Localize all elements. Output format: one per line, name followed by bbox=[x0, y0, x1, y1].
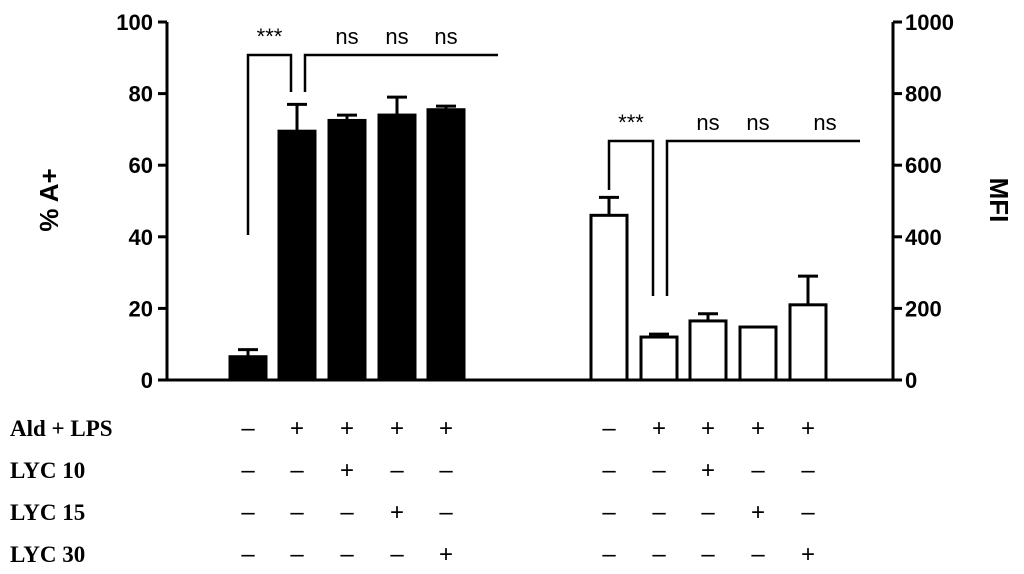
bars bbox=[228, 95, 828, 382]
significance-stars: *** bbox=[257, 24, 283, 49]
treatment-sign: + bbox=[652, 415, 666, 442]
bar bbox=[377, 113, 417, 382]
treatment-sign: + bbox=[439, 415, 453, 442]
treatment-row-label: LYC 30 bbox=[10, 542, 85, 567]
treatment-sign: – bbox=[439, 499, 453, 526]
treatment-sign: – bbox=[751, 541, 765, 568]
left-tick-label: 40 bbox=[129, 225, 153, 250]
treatment-row-label: Ald + LPS bbox=[10, 416, 113, 441]
treatment-sign: + bbox=[801, 541, 815, 568]
bar bbox=[426, 108, 466, 382]
significance-ns: ns bbox=[696, 110, 719, 135]
significance-brackets: *** ns ns ns *** ns ns ns bbox=[246, 24, 860, 296]
right-tick-label: 800 bbox=[905, 82, 942, 107]
right-tick-label: 200 bbox=[905, 296, 942, 321]
right-tick-label: 400 bbox=[905, 225, 942, 250]
significance-ns: ns bbox=[813, 110, 836, 135]
treatment-sign: – bbox=[751, 457, 765, 484]
treatment-sign: – bbox=[241, 415, 255, 442]
right-tick-label: 0 bbox=[905, 368, 917, 393]
treatment-sign: + bbox=[751, 415, 765, 442]
right-tick-label: 600 bbox=[905, 153, 942, 178]
significance-bracket bbox=[607, 139, 655, 296]
treatment-sign: + bbox=[801, 415, 815, 442]
left-tick-label: 100 bbox=[116, 10, 153, 35]
treatment-sign: – bbox=[340, 541, 354, 568]
bar bbox=[639, 335, 679, 382]
significance-bracket bbox=[303, 53, 498, 92]
treatment-sign: – bbox=[701, 499, 715, 526]
bar bbox=[589, 213, 629, 382]
treatment-sign: + bbox=[701, 457, 715, 484]
treatment-sign: – bbox=[390, 457, 404, 484]
significance-ns: ns bbox=[434, 24, 457, 49]
left-tick-label: 80 bbox=[129, 82, 153, 107]
significance-bracket bbox=[665, 139, 860, 296]
treatment-row-label: LYC 15 bbox=[10, 500, 85, 525]
treatment-sign: – bbox=[290, 457, 304, 484]
treatment-sign: + bbox=[340, 415, 354, 442]
significance-stars: *** bbox=[618, 110, 644, 135]
right-tick-label: 1000 bbox=[905, 10, 954, 35]
left-tick-label: 60 bbox=[129, 153, 153, 178]
treatment-sign: – bbox=[390, 541, 404, 568]
treatment-sign: – bbox=[801, 499, 815, 526]
bar bbox=[327, 118, 367, 382]
treatment-sign: + bbox=[751, 499, 765, 526]
treatment-sign: – bbox=[652, 457, 666, 484]
treatment-sign: – bbox=[241, 457, 255, 484]
treatment-sign: + bbox=[439, 541, 453, 568]
significance-ns: ns bbox=[385, 24, 408, 49]
treatment-sign: – bbox=[602, 457, 616, 484]
significance-bracket bbox=[246, 53, 293, 235]
bar bbox=[688, 319, 728, 382]
right-axis-title: MFI bbox=[984, 178, 1014, 223]
treatment-sign: – bbox=[439, 457, 453, 484]
left-tick-label: 0 bbox=[141, 368, 153, 393]
treatment-sign: + bbox=[390, 499, 404, 526]
treatment-sign: – bbox=[290, 499, 304, 526]
treatment-sign: – bbox=[340, 499, 354, 526]
significance-ns: ns bbox=[746, 110, 769, 135]
treatment-sign: – bbox=[602, 499, 616, 526]
treatment-sign: – bbox=[290, 541, 304, 568]
significance-ns: ns bbox=[335, 24, 358, 49]
bar bbox=[788, 303, 828, 382]
treatment-sign: – bbox=[701, 541, 715, 568]
treatment-sign: + bbox=[390, 415, 404, 442]
left-tick-label: 20 bbox=[129, 296, 153, 321]
treatment-sign: + bbox=[340, 457, 354, 484]
bar bbox=[228, 355, 268, 382]
treatment-sign: – bbox=[602, 541, 616, 568]
treatment-sign: + bbox=[290, 415, 304, 442]
treatment-sign: – bbox=[652, 499, 666, 526]
treatment-sign: – bbox=[652, 541, 666, 568]
treatment-sign: – bbox=[241, 541, 255, 568]
bar bbox=[277, 129, 317, 382]
bar bbox=[738, 325, 778, 382]
left-axis-title: % A+ bbox=[34, 168, 64, 231]
treatment-sign: – bbox=[801, 457, 815, 484]
treatment-sign: – bbox=[602, 415, 616, 442]
treatment-row-label: LYC 10 bbox=[10, 458, 85, 483]
treatment-sign: – bbox=[241, 499, 255, 526]
treatment-sign: + bbox=[701, 415, 715, 442]
treatment-table: Ald + LPS – + + + + – + + + + LYC 10 – – + – – – – + – – LYC 1… bbox=[10, 415, 815, 568]
